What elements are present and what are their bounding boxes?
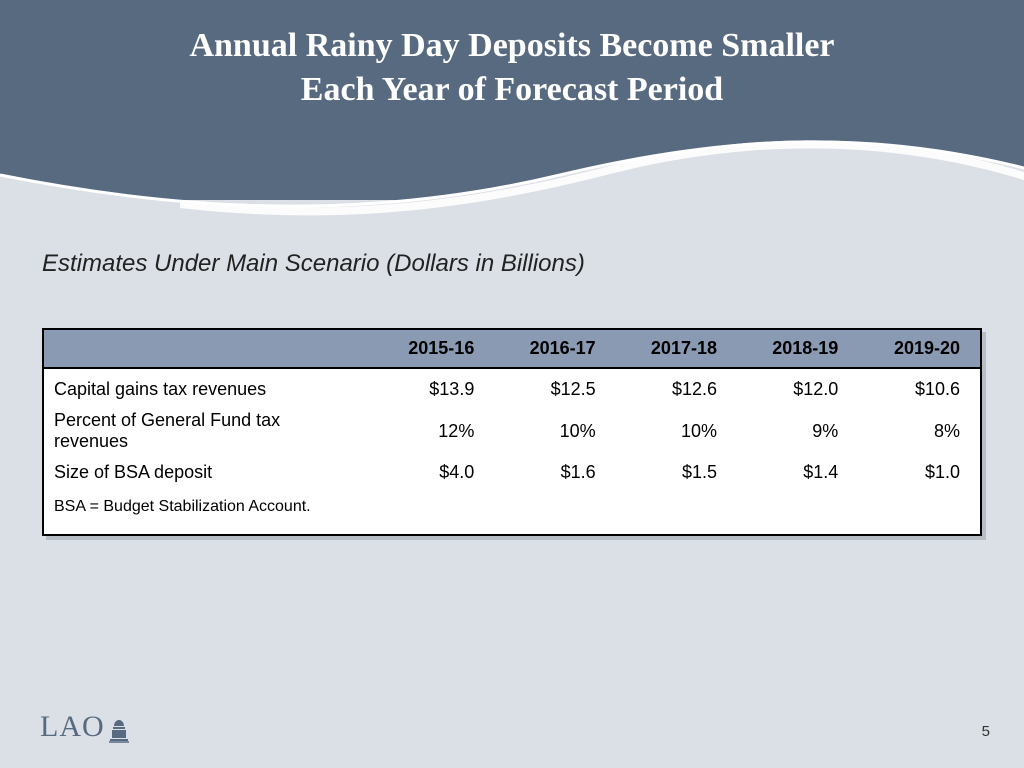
page-number: 5 <box>982 723 990 740</box>
col-header-2019-20: 2019-20 <box>858 329 981 368</box>
table-footnote-row: BSA = Budget Stabilization Account. <box>43 488 981 535</box>
cell: $1.5 <box>616 457 737 488</box>
cell: 9% <box>737 405 858 457</box>
col-header-2015-16: 2015-16 <box>373 329 494 368</box>
data-table: 2015-16 2016-17 2017-18 2018-19 2019-20 … <box>42 328 982 536</box>
subtitle: Estimates Under Main Scenario (Dollars i… <box>42 250 1024 278</box>
cell: 12% <box>373 405 494 457</box>
col-header-2018-19: 2018-19 <box>737 329 858 368</box>
table-row: Capital gains tax revenues $13.9 $12.5 $… <box>43 368 981 405</box>
cell: $1.0 <box>858 457 981 488</box>
lao-logo: LAO <box>40 710 131 744</box>
cell: 10% <box>616 405 737 457</box>
title-line-1: Annual Rainy Day Deposits Become Smaller <box>189 27 834 64</box>
cell: $12.5 <box>494 368 615 405</box>
cell: $12.6 <box>616 368 737 405</box>
cell: 10% <box>494 405 615 457</box>
header-band: Annual Rainy Day Deposits Become Smaller… <box>0 0 1024 200</box>
capitol-icon <box>107 718 131 744</box>
cell: $10.6 <box>858 368 981 405</box>
table-row: Percent of General Fund tax revenues 12%… <box>43 405 981 457</box>
row-label: Capital gains tax revenues <box>43 368 373 405</box>
table-header-row: 2015-16 2016-17 2017-18 2018-19 2019-20 <box>43 329 981 368</box>
col-header-2016-17: 2016-17 <box>494 329 615 368</box>
cell: $13.9 <box>373 368 494 405</box>
row-label: Percent of General Fund tax revenues <box>43 405 373 457</box>
cell: $1.6 <box>494 457 615 488</box>
logo-text: LAO <box>40 710 105 744</box>
cell: $4.0 <box>373 457 494 488</box>
col-header-2017-18: 2017-18 <box>616 329 737 368</box>
data-table-container: 2015-16 2016-17 2017-18 2018-19 2019-20 … <box>42 328 982 536</box>
col-header-label <box>43 329 373 368</box>
row-label: Size of BSA deposit <box>43 457 373 488</box>
slide-title: Annual Rainy Day Deposits Become Smaller… <box>0 0 1024 112</box>
cell: $1.4 <box>737 457 858 488</box>
cell: $12.0 <box>737 368 858 405</box>
title-line-2: Each Year of Forecast Period <box>301 71 723 108</box>
cell: 8% <box>858 405 981 457</box>
table-row: Size of BSA deposit $4.0 $1.6 $1.5 $1.4 … <box>43 457 981 488</box>
table-footnote: BSA = Budget Stabilization Account. <box>43 488 981 535</box>
